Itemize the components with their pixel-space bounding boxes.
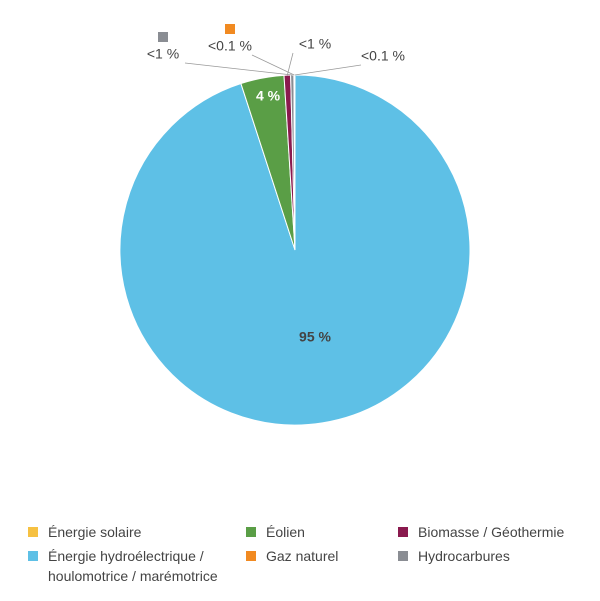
label-swatch: [225, 24, 235, 34]
label-swatch: [158, 32, 168, 42]
pie-slice: [293, 74, 296, 251]
data-label: <0.1 %: [361, 48, 405, 64]
data-label: 95 %: [299, 329, 331, 345]
leader-line: [294, 64, 362, 76]
leader-line: [286, 52, 294, 76]
data-label: <0.1 %: [208, 38, 252, 54]
data-label: <1 %: [147, 46, 179, 62]
data-label: <1 %: [299, 36, 331, 52]
data-label: 4 %: [256, 88, 281, 104]
leader-line: [184, 62, 293, 76]
leader-line: [251, 54, 295, 76]
